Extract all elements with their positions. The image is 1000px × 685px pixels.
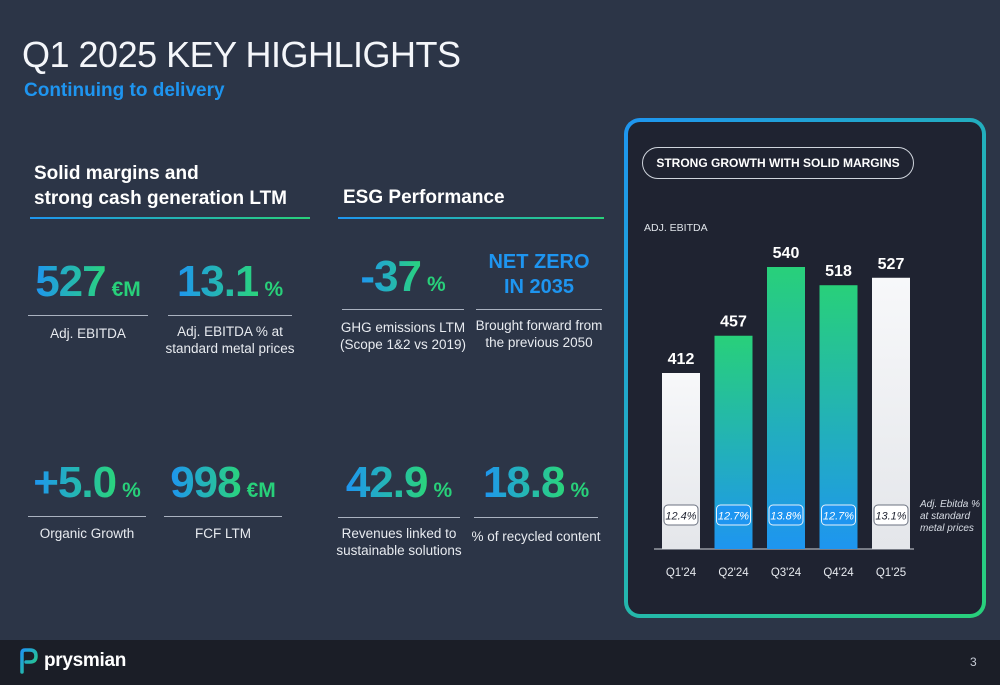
x-tick-label: Q1'24 [666,567,697,579]
kpi-label: Adj. EBITDA [50,326,126,341]
kpi-unit: % [426,273,446,296]
kpi-divider [342,309,464,310]
margins-section-rule [30,217,310,219]
kpi-label: GHG emissions LTM (Scope 1&2 vs 2019) [332,319,474,353]
x-tick-label: Q2'24 [718,567,749,579]
kpi-ghg-emissions: -37% GHG emissions LTM (Scope 1&2 vs 201… [340,252,466,352]
prysmian-logo-icon [20,648,38,674]
kpi-label: % of recycled content [471,529,601,544]
footer-bar [0,640,1000,685]
net-zero-line2: IN 2035 [503,276,575,298]
bar-value-label: 518 [825,263,852,280]
esg-section-rule [338,217,604,219]
kpi-divider [474,517,598,518]
bars-layer: 412 12.4% Q1'24 457 12.7% Q2'24 540 13.8% Q3'24 5… [662,245,910,579]
kpi-organic-growth: +5.0% Organic Growth [28,458,146,558]
margin-badge-label: 12.4% [665,511,696,523]
x-tick-label: Q4'24 [823,567,854,579]
kpi-label: Organic Growth [39,526,135,541]
kpi-unit: €M [246,479,276,502]
brand-logo: prysmian [18,648,126,674]
kpi-value: 527 [35,257,106,306]
kpi-divider [476,309,602,310]
margin-badge [663,504,699,526]
kpi-label: Adj. EBITDA % at standard metal prices [158,323,302,357]
kpi-label: FCF LTM [195,526,251,541]
kpi-unit: % [264,278,284,301]
kpi-adj-ebitda: 527 €M Adj. EBITDA [28,257,148,357]
note-line2: at standard [920,511,971,522]
esg-section-heading: ESG Performance [343,187,505,208]
margin-badge-label: 12.7% [823,511,854,523]
ebitda-bar-chart: 412 12.4% Q1'24 457 12.7% Q2'24 540 13.8% Q3'24 5… [654,245,914,579]
kpi-divider [338,517,460,518]
kpi-recycled-content: 18.8% % of recycled content [471,458,600,558]
margins-section-heading: Solid margins and strong cash generation… [34,161,287,211]
kpi-label: Brought forward from the previous 2050 [466,317,612,351]
kpi-label-line1: Adj. EBITDA % at [177,324,283,339]
kpi-value: 13.1 [176,257,260,306]
kpi-divider [28,315,148,316]
kpi-adj-ebitda-pct: 13.1% Adj. EBITDA % at standard metal pr… [165,257,294,357]
bar-value-label: 540 [773,245,800,262]
kpi-value: 18.8 [482,458,566,507]
net-zero-line1: NET ZERO [488,251,590,273]
margin-badge [768,504,804,526]
kpi-unit: % [570,479,590,502]
kpi-unit: % [433,479,453,502]
kpi-value: 42.9 [345,458,429,507]
chart-title-pill: STRONG GROWTH WITH SOLID MARGINS [642,147,914,179]
kpi-fcf-ltm: 998 €M FCF LTM [164,458,282,558]
margin-badge [821,504,856,526]
margin-badge-label: 12.7% [718,511,749,523]
kpi-unit: €M [111,278,141,301]
kpi-divider [28,516,146,517]
kpi-label-line1: Revenues linked to [341,526,457,541]
kpi-label-line1: Brought forward from [475,318,603,333]
margin-badge [716,504,751,526]
kpi-label: Revenues linked to sustainable solutions [328,525,470,559]
kpi-net-zero: NET ZERO IN 2035 Brought forward from th… [476,250,603,354]
brand-name: prysmian [44,650,127,671]
kpi-label-line2: standard metal prices [165,341,295,356]
page-subtitle: Continuing to delivery [24,80,225,101]
kpi-value: +5.0 [33,458,117,507]
bar-value-label: 457 [720,314,747,331]
kpi-label-line1: GHG emissions LTM [340,320,466,335]
kpi-label-line2: (Scope 1&2 vs 2019) [339,337,467,352]
bar-Q1'25 [872,277,910,549]
kpi-label-line2: sustainable solutions [336,543,462,558]
margin-note: Adj. Ebitda % at standard metal prices [920,499,982,535]
kpi-divider [164,516,282,517]
margin-badge [873,504,909,526]
margin-badge-label: 13.8% [770,511,801,523]
bar-Q3'24 [767,267,805,549]
kpi-label-line2: the previous 2050 [485,335,593,350]
kpi-unit: % [122,479,141,502]
x-tick-label: Q3'24 [771,567,802,579]
kpi-value: -37 [360,252,422,301]
kpi-value: 998 [170,458,241,507]
kpi-divider [168,315,292,316]
margin-badge-label: 13.1% [875,511,906,523]
note-line3: metal prices [920,523,974,534]
margins-heading-line2: strong cash generation LTM [34,188,288,209]
bar-value-label: 412 [668,351,695,368]
x-tick-label: Q1'25 [876,567,906,579]
chart-y-axis-label: ADJ. EBITDA [644,222,708,234]
kpi-revenues-sustainable: 42.9% Revenues linked to sustainable sol… [336,458,461,562]
note-line1: Adj. Ebitda % [920,499,981,510]
page-number: 3 [970,655,977,669]
page-title: Q1 2025 KEY HIGHLIGHTS [22,34,461,75]
margins-heading-line1: Solid margins and [34,163,199,184]
bar-value-label: 527 [878,256,905,273]
